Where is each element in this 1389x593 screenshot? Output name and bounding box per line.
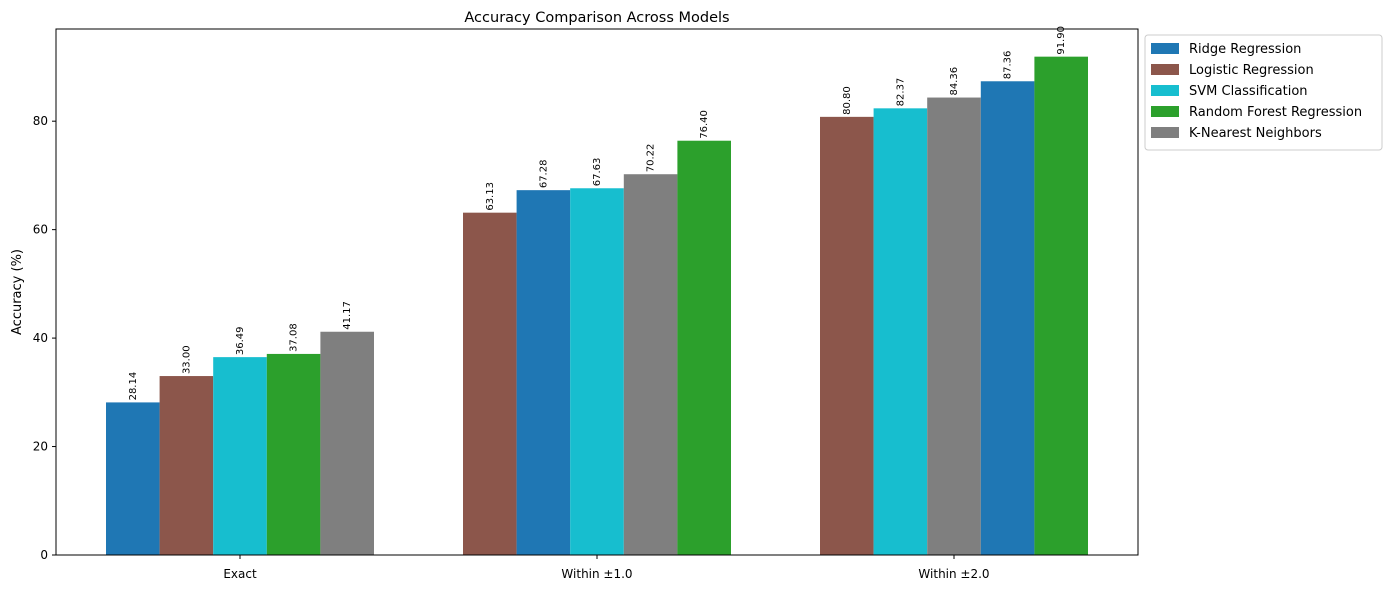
bar-within-pm2-0-ridge-regression [980,81,1035,556]
y-axis-title: Accuracy (%) [10,249,25,335]
x-tick-label: Within ±1.0 [561,567,632,581]
legend-label-svm-classification: SVM Classification [1189,84,1308,99]
bar-within-pm1-0-k-nearest-neighbors [623,174,678,555]
bar-exact-svm-classification [213,357,267,555]
x-tick-label: Exact [223,567,257,581]
bar-value-label: 37.08 [289,323,300,352]
legend-swatch-svm-classification [1151,85,1179,96]
bar-value-label: 87.36 [1003,51,1014,80]
bar-value-label: 70.22 [646,144,657,173]
bar-value-label: 36.49 [235,326,246,355]
bar-value-label: 84.36 [949,67,960,96]
bar-within-pm2-0-svm-classification [873,108,928,555]
legend-label-ridge-regression: Ridge Regression [1189,42,1301,57]
y-tick-label: 80 [33,114,48,128]
legend-swatch-k-nearest-neighbors [1151,127,1179,138]
bars-layer [106,56,1088,556]
legend-label-random-forest-regression: Random Forest Regression [1189,105,1362,120]
bar-value-label: 63.13 [485,182,496,211]
legend-label-k-nearest-neighbors: K-Nearest Neighbors [1189,126,1322,141]
chart-title: Accuracy Comparison Across Models [464,10,729,26]
bar-value-label: 76.40 [699,110,710,139]
legend-swatch-ridge-regression [1151,43,1179,54]
legend-label-logistic-regression: Logistic Regression [1189,63,1314,78]
x-tick-label: Within ±2.0 [918,567,989,581]
bar-value-label: 67.28 [538,160,549,189]
bar-within-pm1-0-svm-classification [570,188,624,555]
bar-exact-logistic-regression [159,376,214,555]
bar-value-label: 67.63 [592,158,603,187]
legend-swatch-logistic-regression [1151,64,1179,75]
bar-value-label: 80.80 [842,86,853,115]
bar-value-label: 41.17 [342,301,353,330]
bar-labels-layer: 28.14 33.00 36.49 37.08 41.17 63.13 67.28 67.63… [128,26,1067,400]
bar-exact-random-forest-regression [266,353,321,555]
bar-value-label: 33.00 [181,345,192,374]
bar-within-pm1-0-logistic-regression [463,212,517,556]
y-tick-label: 0 [40,548,48,562]
legend-swatch-random-forest-regression [1151,106,1179,117]
bar-within-pm2-0-random-forest-regression [1034,56,1088,555]
bar-within-pm2-0-logistic-regression [820,116,874,555]
x-axis: Exact Within ±1.0 Within ±2.0 [223,555,990,581]
y-tick-label: 40 [33,331,48,345]
y-tick-label: 60 [33,223,48,237]
legend: Ridge Regression Logistic Regression SVM C… [1144,34,1383,151]
bar-value-label: 82.37 [895,78,906,107]
legend-box [1144,34,1383,151]
y-axis: 0 20 40 60 80 [33,114,56,562]
bar-value-label: 91.90 [1056,26,1067,55]
bar-value-label: 28.14 [128,372,139,401]
bar-exact-ridge-regression [106,402,160,555]
bar-exact-k-nearest-neighbors [320,331,374,555]
y-tick-label: 20 [33,440,48,454]
bar-within-pm2-0-k-nearest-neighbors [927,97,981,555]
bar-within-pm1-0-ridge-regression [516,190,571,555]
plot-frame [55,28,1139,556]
bar-within-pm1-0-random-forest-regression [677,140,731,555]
